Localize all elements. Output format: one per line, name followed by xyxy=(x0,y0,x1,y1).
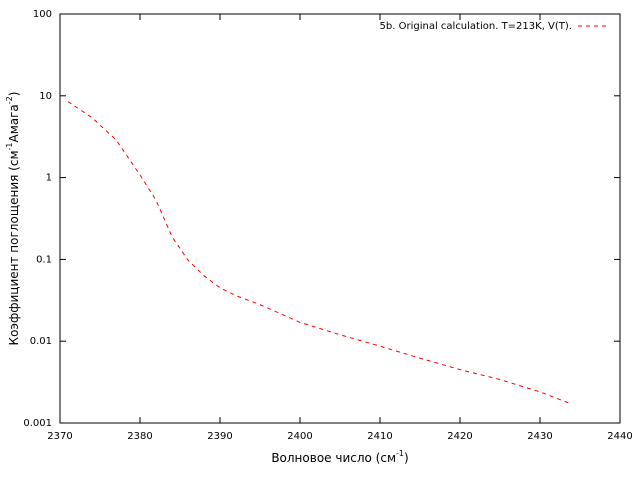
x-tick-label: 2380 xyxy=(127,431,152,442)
superscript: -1 xyxy=(5,143,14,151)
label-part: Амага xyxy=(7,104,21,142)
label-part: ) xyxy=(7,92,21,97)
superscript: -2 xyxy=(5,96,14,104)
x-tick-label: 2420 xyxy=(447,431,472,442)
x-axis-label: Волновое число (см-1) xyxy=(271,449,408,465)
label-part: Волновое число (см xyxy=(271,451,396,465)
x-tick-label: 2400 xyxy=(287,431,312,442)
y-tick-label: 100 xyxy=(33,9,52,20)
x-tick-label: 2430 xyxy=(527,431,552,442)
label-part: Коэффициент поглощения (см xyxy=(7,150,21,345)
plot-frame xyxy=(59,13,621,424)
label-part: ) xyxy=(404,451,409,465)
data-line xyxy=(67,101,573,405)
y-axis-label: Коэффициент поглощения (см-1Амага-2) xyxy=(5,92,21,346)
y-tick-label: 0.001 xyxy=(23,418,52,429)
x-tick-label: 2440 xyxy=(607,431,632,442)
y-tick-label: 0.01 xyxy=(30,336,52,347)
x-tick-label: 2390 xyxy=(207,431,232,442)
superscript: -1 xyxy=(396,449,404,458)
y-tick-label: 1 xyxy=(46,173,52,184)
y-tick-label: 10 xyxy=(39,91,52,102)
x-tick-label: 2410 xyxy=(367,431,392,442)
legend-label: 5b. Original calculation. T=213K, V(T). xyxy=(380,21,572,32)
x-tick-label: 2370 xyxy=(47,431,72,442)
y-tick-label: 0.1 xyxy=(36,254,52,265)
